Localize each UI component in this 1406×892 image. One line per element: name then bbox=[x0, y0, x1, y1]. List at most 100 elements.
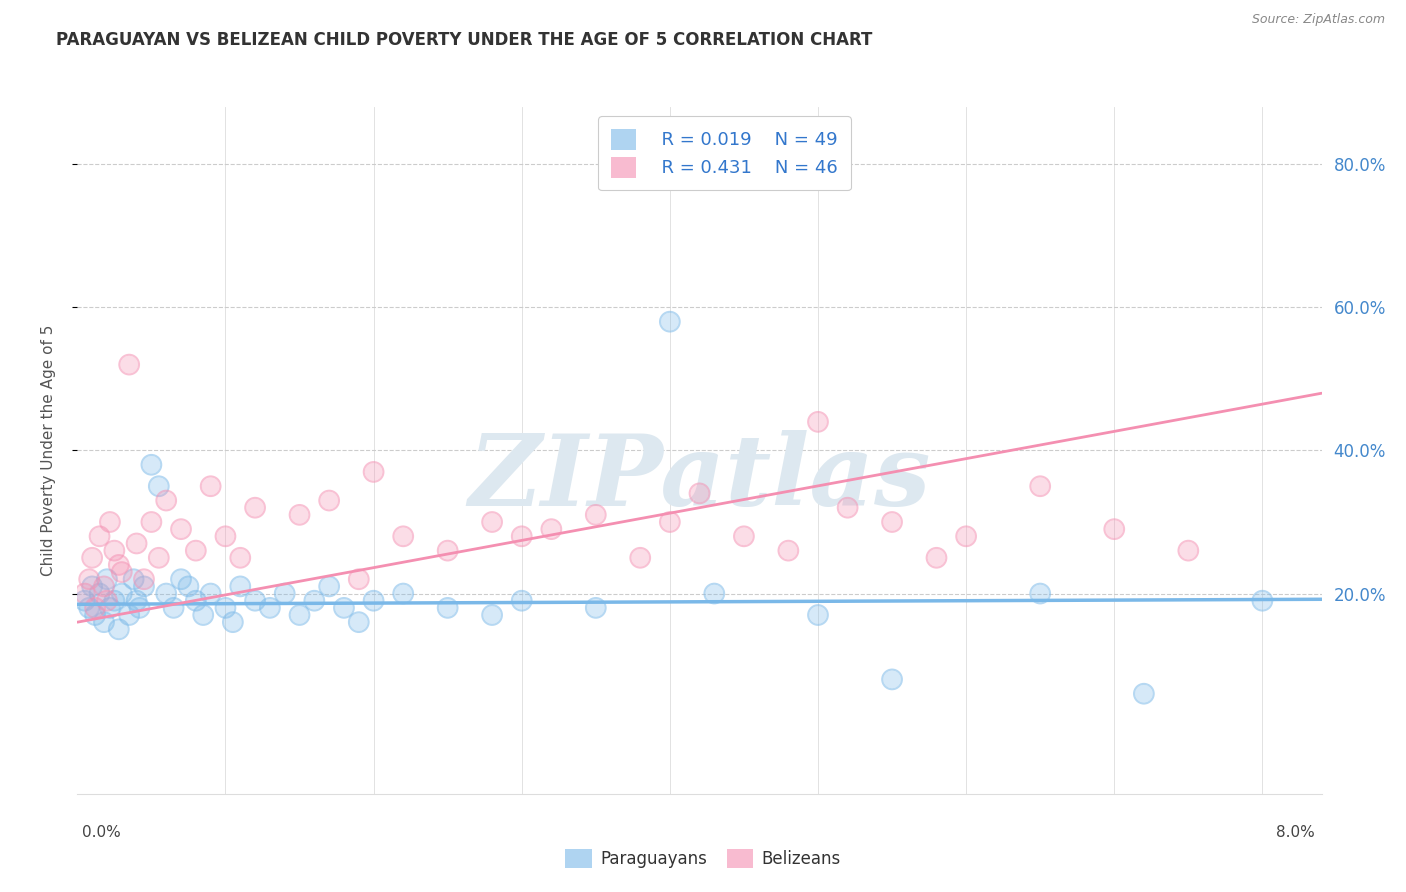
Point bbox=[122, 572, 145, 586]
Point bbox=[288, 508, 311, 522]
Point bbox=[347, 572, 370, 586]
Point bbox=[93, 615, 115, 630]
Point bbox=[148, 479, 170, 493]
Point bbox=[111, 565, 134, 579]
Point bbox=[214, 529, 236, 543]
Point bbox=[141, 458, 163, 472]
Point bbox=[243, 593, 266, 607]
Point bbox=[200, 586, 222, 600]
Point bbox=[481, 515, 503, 529]
Point bbox=[658, 315, 681, 329]
Point bbox=[177, 579, 200, 593]
Point bbox=[132, 579, 155, 593]
Point bbox=[132, 572, 155, 586]
Point bbox=[77, 572, 100, 586]
Point bbox=[84, 600, 107, 615]
Point bbox=[347, 615, 370, 630]
Point bbox=[162, 600, 184, 615]
Point bbox=[184, 593, 207, 607]
Point bbox=[392, 586, 415, 600]
Point bbox=[510, 593, 533, 607]
Point bbox=[222, 615, 245, 630]
Point bbox=[288, 607, 311, 622]
Y-axis label: Child Poverty Under the Age of 5: Child Poverty Under the Age of 5 bbox=[42, 325, 56, 576]
Point bbox=[259, 600, 281, 615]
Point bbox=[436, 543, 458, 558]
Point bbox=[162, 600, 184, 615]
Point bbox=[733, 529, 755, 543]
Point bbox=[128, 600, 150, 615]
Point bbox=[778, 543, 800, 558]
Point bbox=[347, 615, 370, 630]
Point bbox=[333, 600, 356, 615]
Point bbox=[689, 486, 711, 500]
Point bbox=[84, 607, 107, 622]
Point bbox=[243, 593, 266, 607]
Point bbox=[807, 415, 830, 429]
Point bbox=[82, 550, 104, 565]
Point bbox=[318, 579, 340, 593]
Point bbox=[1177, 543, 1199, 558]
Point bbox=[177, 579, 200, 593]
Point bbox=[880, 515, 903, 529]
Point bbox=[122, 572, 145, 586]
Point bbox=[103, 593, 125, 607]
Point bbox=[125, 536, 148, 550]
Point bbox=[274, 586, 297, 600]
Point bbox=[128, 600, 150, 615]
Point bbox=[689, 486, 711, 500]
Point bbox=[132, 579, 155, 593]
Point bbox=[89, 529, 111, 543]
Point bbox=[108, 623, 131, 637]
Point bbox=[82, 579, 104, 593]
Point bbox=[304, 593, 326, 607]
Point bbox=[214, 529, 236, 543]
Point bbox=[96, 572, 118, 586]
Point bbox=[229, 579, 252, 593]
Point bbox=[1133, 687, 1156, 701]
Point bbox=[1251, 593, 1274, 607]
Point bbox=[229, 550, 252, 565]
Point bbox=[108, 623, 131, 637]
Point bbox=[89, 586, 111, 600]
Point bbox=[111, 586, 134, 600]
Point bbox=[585, 508, 607, 522]
Text: Source: ZipAtlas.com: Source: ZipAtlas.com bbox=[1251, 13, 1385, 27]
Point bbox=[108, 558, 131, 572]
Point bbox=[125, 593, 148, 607]
Point bbox=[837, 500, 859, 515]
Point bbox=[436, 600, 458, 615]
Point bbox=[98, 600, 121, 615]
Point bbox=[82, 550, 104, 565]
Point bbox=[880, 673, 903, 687]
Point bbox=[363, 465, 385, 479]
Point bbox=[925, 550, 948, 565]
Point bbox=[118, 607, 141, 622]
Point bbox=[658, 515, 681, 529]
Point bbox=[703, 586, 725, 600]
Point bbox=[778, 543, 800, 558]
Point bbox=[98, 515, 121, 529]
Point bbox=[155, 586, 177, 600]
Point bbox=[93, 615, 115, 630]
Point bbox=[481, 515, 503, 529]
Point bbox=[73, 593, 96, 607]
Point bbox=[77, 600, 100, 615]
Point bbox=[1029, 586, 1052, 600]
Point bbox=[481, 607, 503, 622]
Point bbox=[585, 600, 607, 615]
Point bbox=[540, 522, 562, 536]
Point bbox=[243, 500, 266, 515]
Point bbox=[1104, 522, 1126, 536]
Point bbox=[1104, 522, 1126, 536]
Point bbox=[118, 358, 141, 372]
Text: 8.0%: 8.0% bbox=[1275, 825, 1315, 840]
Point bbox=[148, 550, 170, 565]
Point bbox=[880, 673, 903, 687]
Point bbox=[229, 550, 252, 565]
Point bbox=[392, 529, 415, 543]
Point bbox=[184, 593, 207, 607]
Point bbox=[89, 586, 111, 600]
Point bbox=[363, 593, 385, 607]
Point bbox=[184, 543, 207, 558]
